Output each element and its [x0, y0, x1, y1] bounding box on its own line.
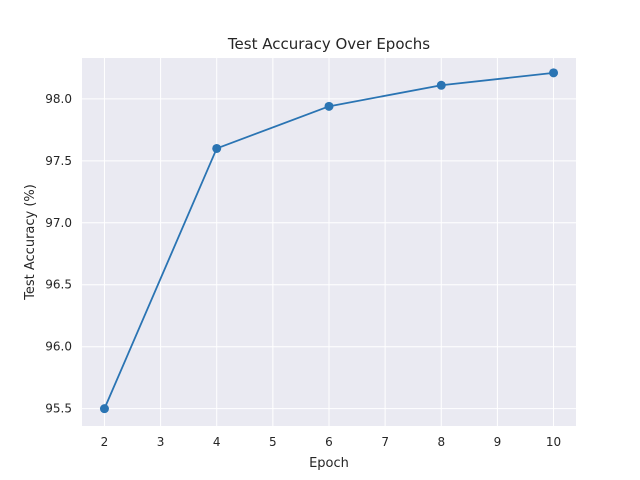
- x-tick-label: 7: [381, 435, 389, 449]
- data-point: [324, 101, 334, 111]
- y-tick-label: 95.5: [45, 402, 72, 416]
- chart-title: Test Accuracy Over Epochs: [227, 35, 430, 53]
- data-point: [549, 68, 559, 78]
- y-axis-ticks: 95.5 96.0 96.5 97.0 97.5 98.0: [45, 92, 72, 416]
- series-layer: [99, 68, 559, 414]
- x-tick-label: 4: [213, 435, 221, 449]
- y-tick-label: 96.5: [45, 278, 72, 292]
- y-tick-label: 97.5: [45, 154, 72, 168]
- y-tick-label: 96.0: [45, 340, 72, 354]
- y-axis-label: Test Accuracy (%): [23, 184, 38, 301]
- x-tick-label: 10: [546, 435, 561, 449]
- x-tick-label: 3: [157, 435, 165, 449]
- x-tick-label: 2: [101, 435, 109, 449]
- x-tick-label: 6: [325, 435, 333, 449]
- data-point: [212, 143, 222, 153]
- data-point: [99, 404, 109, 414]
- data-point: [436, 80, 446, 90]
- y-tick-label: 98.0: [45, 92, 72, 106]
- y-tick-label: 97.0: [45, 216, 72, 230]
- x-tick-label: 8: [437, 435, 445, 449]
- x-tick-label: 9: [494, 435, 502, 449]
- x-tick-label: 5: [269, 435, 277, 449]
- x-axis-ticks: 2 3 4 5 6 7 8 9 10: [101, 435, 562, 449]
- x-axis-label: Epoch: [309, 456, 349, 471]
- grid-lines: [82, 58, 576, 426]
